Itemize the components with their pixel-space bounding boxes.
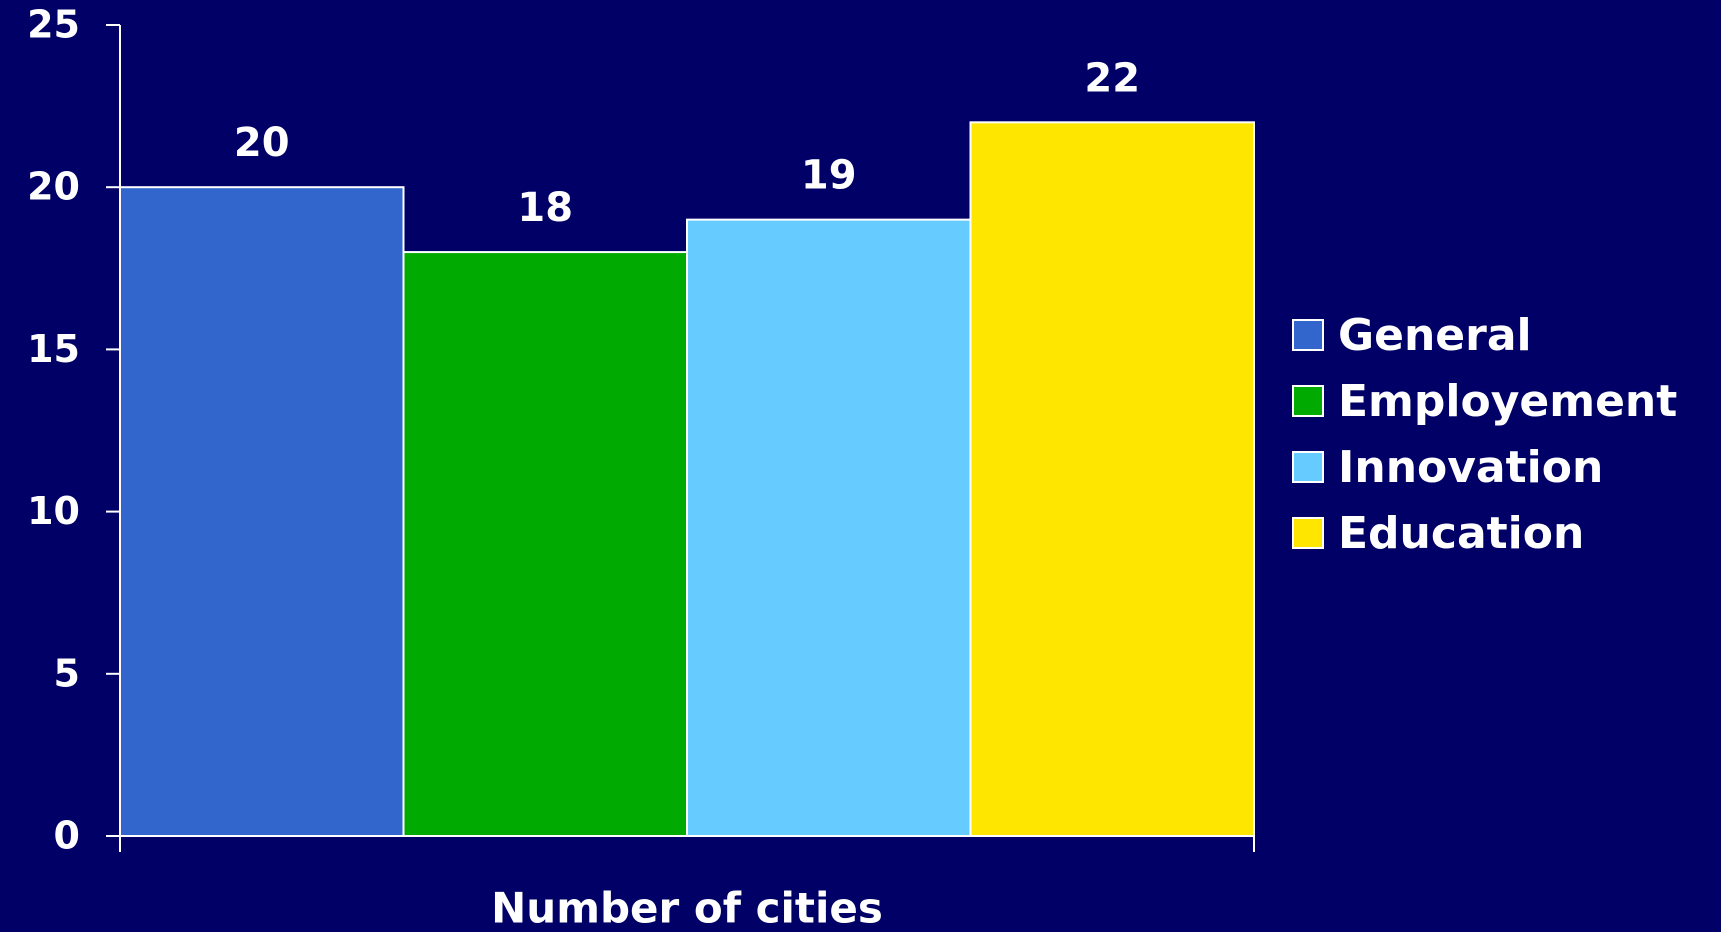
bar bbox=[969, 121, 1255, 837]
data-label: 22 bbox=[1084, 55, 1140, 101]
legend-swatch bbox=[1292, 319, 1324, 351]
x-tick-label: Number of cities bbox=[491, 884, 883, 932]
legend-swatch bbox=[1292, 451, 1324, 483]
y-tick-label: 0 bbox=[54, 814, 80, 858]
legend-label: Education bbox=[1338, 508, 1584, 559]
legend-label: General bbox=[1338, 310, 1532, 361]
legend-label: Innovation bbox=[1338, 442, 1603, 493]
data-label: 19 bbox=[801, 153, 857, 199]
legend-swatch bbox=[1292, 385, 1324, 417]
y-tick-label: 5 bbox=[54, 651, 80, 695]
y-tick-label: 20 bbox=[27, 165, 80, 209]
y-tick-label: 25 bbox=[27, 3, 80, 47]
y-tick-label: 15 bbox=[27, 327, 80, 371]
bar bbox=[402, 251, 688, 837]
bar bbox=[686, 218, 972, 837]
y-tick-label: 10 bbox=[27, 489, 80, 533]
legend-label: Employement bbox=[1338, 376, 1677, 427]
data-label: 20 bbox=[234, 120, 290, 166]
bar bbox=[119, 186, 405, 837]
legend-swatch bbox=[1292, 517, 1324, 549]
data-label: 18 bbox=[517, 185, 573, 231]
